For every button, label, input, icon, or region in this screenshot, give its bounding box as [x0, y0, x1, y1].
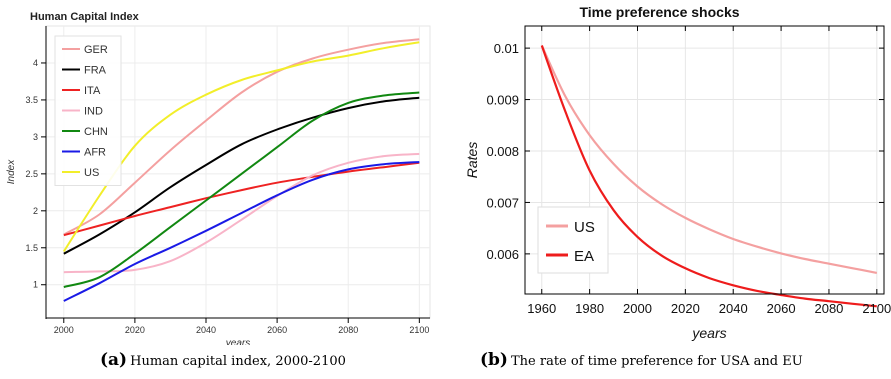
x-tick-label: 2000	[623, 301, 652, 316]
caption-a-text: Human capital index, 2000-2100	[130, 354, 346, 369]
y-tick-label: 1	[33, 280, 38, 290]
series-line-ita	[63, 161, 420, 237]
human-capital-chart: 2000 2020 2040 2060 2080 2100 1 1.5 2 2.5 3 3.5 4 Hum…	[6, 11, 431, 345]
caption-a: (a) Human capital index, 2000-2100	[100, 350, 346, 370]
y-axis-label: Rates	[464, 142, 480, 179]
y-tick-label: 1.5	[25, 243, 38, 253]
x-tick-label: 2020	[671, 301, 700, 316]
x-tick-label: 2020	[125, 325, 145, 335]
y-tick-label: 2.5	[25, 169, 38, 179]
caption-b-text: The rate of time preference for USA and …	[510, 354, 803, 369]
legend-label-us: US	[574, 219, 595, 236]
plot-area	[524, 25, 885, 295]
x-tick-label: 2060	[267, 325, 287, 335]
caption-b: (b) The rate of time preference for USA a…	[480, 350, 803, 370]
caption-b-tag: (b)	[480, 350, 508, 370]
y-tick-label: 0.008	[486, 144, 519, 159]
chart-title: Time preference shocks	[579, 4, 739, 20]
plot-frame	[524, 25, 885, 295]
legend-label-chn: CHN	[84, 126, 108, 138]
y-tick-label: 0.009	[486, 93, 519, 108]
y-axis-label: Index	[6, 159, 17, 184]
x-tick-label: 2000	[54, 325, 74, 335]
series-line-chn	[63, 91, 420, 288]
x-tick-label: 2040	[719, 301, 748, 316]
chart-title: Human Capital Index	[30, 11, 140, 23]
legend-label-ea: EA	[574, 248, 594, 265]
legend-label-ger: GER	[84, 44, 108, 56]
legend-box	[537, 206, 609, 274]
series-line-ger	[63, 38, 420, 236]
series-line-us	[540, 45, 878, 274]
legend-label-ita: ITA	[84, 85, 101, 97]
y-tick-label: 3	[33, 132, 38, 142]
caption-a-tag: (a)	[100, 350, 128, 370]
legend-label-afr: AFR	[84, 147, 106, 159]
y-tick-label: 3.5	[25, 95, 38, 105]
x-tick-label: 2100	[862, 301, 891, 316]
x-axis-label: years	[691, 325, 726, 341]
x-tick-label: 2040	[196, 325, 216, 335]
x-tick-label: 2060	[767, 301, 796, 316]
y-tick-label: 0.01	[494, 41, 519, 56]
x-tick-label: 1960	[527, 301, 556, 316]
legend-label-fra: FRA	[84, 65, 107, 77]
x-axis-label: years	[225, 338, 250, 345]
x-tick-label: 2080	[338, 325, 358, 335]
y-tick-label: 0.006	[486, 247, 519, 262]
y-tick-label: 0.007	[486, 195, 519, 210]
series-line-ind	[63, 152, 420, 274]
y-tick-label: 2	[33, 206, 38, 216]
x-tick-label: 1980	[575, 301, 604, 316]
series-line-afr	[63, 161, 420, 302]
x-tick-label: 2100	[409, 325, 429, 335]
legend-label-ind: IND	[84, 106, 103, 118]
x-tick-label: 2080	[814, 301, 843, 316]
legend-label-us: US	[84, 167, 99, 179]
series-line-ea	[540, 45, 877, 308]
y-tick-label: 4	[33, 58, 38, 68]
